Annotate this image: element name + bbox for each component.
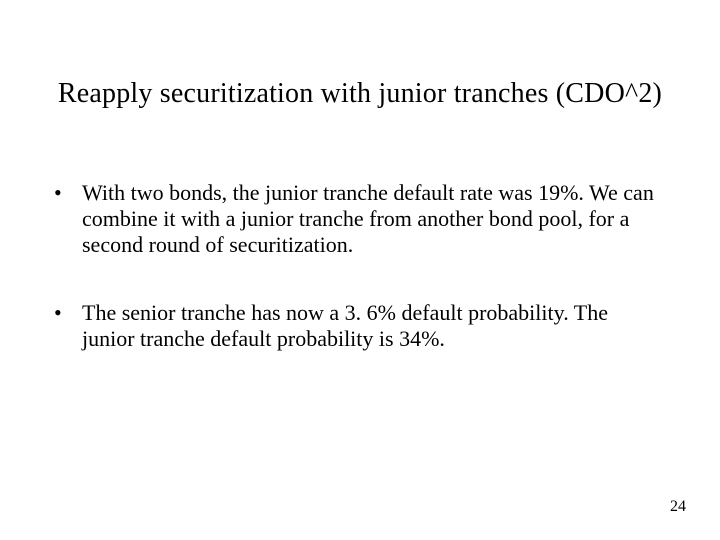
bullet-item: • With two bonds, the junior tranche def… — [50, 180, 660, 258]
bullet-item: • The senior tranche has now a 3. 6% def… — [50, 300, 660, 352]
slide-body: • With two bonds, the junior tranche def… — [50, 180, 660, 394]
bullet-text: With two bonds, the junior tranche defau… — [82, 180, 660, 258]
slide: Reapply securitization with junior tranc… — [0, 0, 720, 540]
page-number: 24 — [670, 498, 686, 516]
bullet-marker: • — [50, 300, 82, 352]
slide-title: Reapply securitization with junior tranc… — [0, 78, 720, 110]
bullet-marker: • — [50, 180, 82, 258]
bullet-text: The senior tranche has now a 3. 6% defau… — [82, 300, 660, 352]
